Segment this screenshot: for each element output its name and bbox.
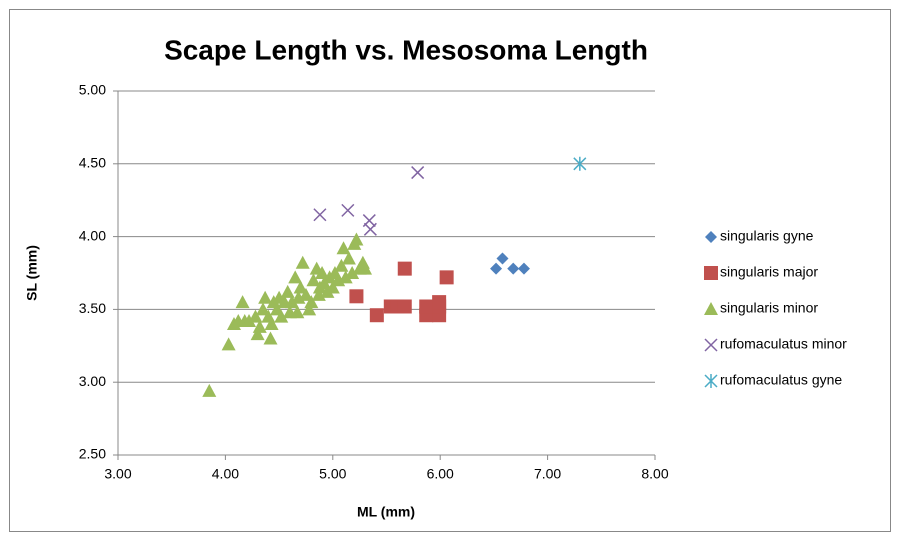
legend-label: rufomaculatus gyne <box>720 372 842 388</box>
y-tick-label: 3.50 <box>79 300 106 316</box>
chart-title: Scape Length vs. Mesosoma Length <box>164 34 648 65</box>
y-tick-label: 4.50 <box>79 155 106 171</box>
point <box>313 208 327 222</box>
point <box>255 302 270 316</box>
x-tick-label: 7.00 <box>534 466 561 482</box>
point <box>304 295 319 309</box>
x-tick-label: 8.00 <box>641 466 668 482</box>
x-tick-label: 6.00 <box>427 466 454 482</box>
point <box>315 266 330 279</box>
point <box>397 261 412 276</box>
point <box>419 299 434 314</box>
point <box>202 383 217 397</box>
point <box>397 299 412 314</box>
y-tick-label: 4.00 <box>79 227 106 243</box>
point <box>293 280 308 294</box>
point <box>263 331 278 345</box>
point <box>369 308 384 323</box>
legend-marker <box>704 374 718 388</box>
y-tick-label: 5.00 <box>79 82 106 98</box>
point <box>248 309 263 323</box>
point <box>288 270 303 284</box>
y-tick-label: 3.00 <box>79 373 106 389</box>
point <box>290 305 305 319</box>
legend-label: singularis minor <box>720 300 818 316</box>
point <box>358 261 373 275</box>
point <box>341 203 355 217</box>
legend-marker <box>704 338 718 352</box>
point <box>363 222 377 236</box>
point <box>507 262 520 275</box>
point <box>338 270 353 284</box>
point <box>274 309 289 323</box>
legend-marker <box>704 302 718 315</box>
legend-label: rufomaculatus minor <box>720 336 847 352</box>
point <box>284 295 299 309</box>
x-tick-label: 5.00 <box>319 466 346 482</box>
point <box>258 290 273 304</box>
point <box>264 316 279 330</box>
legend-label: singularis major <box>720 264 818 280</box>
point <box>490 262 503 275</box>
point <box>235 295 250 309</box>
point <box>345 266 360 279</box>
y-axis-title: SL (mm) <box>24 245 40 301</box>
point <box>411 166 425 180</box>
point <box>295 255 310 269</box>
point <box>250 327 265 341</box>
point <box>306 273 321 287</box>
point <box>349 232 364 246</box>
point <box>334 258 349 272</box>
point <box>221 337 236 351</box>
point <box>573 156 587 171</box>
point <box>302 302 317 316</box>
legend-marker <box>704 266 718 280</box>
point <box>341 251 356 265</box>
point <box>349 289 364 304</box>
x-tick-label: 3.00 <box>104 466 131 482</box>
x-axis-title: ML (mm) <box>357 504 415 520</box>
legend-marker <box>705 231 717 243</box>
x-tick-label: 4.00 <box>212 466 239 482</box>
point <box>325 280 340 294</box>
point <box>517 262 530 275</box>
point <box>280 284 295 298</box>
point <box>336 241 351 255</box>
point <box>298 287 313 301</box>
point <box>252 319 267 333</box>
point <box>432 295 447 310</box>
legend-label: singularis gyne <box>720 228 814 244</box>
point <box>242 314 257 328</box>
point <box>439 270 454 285</box>
point <box>496 252 509 265</box>
y-tick-label: 2.50 <box>79 446 106 462</box>
